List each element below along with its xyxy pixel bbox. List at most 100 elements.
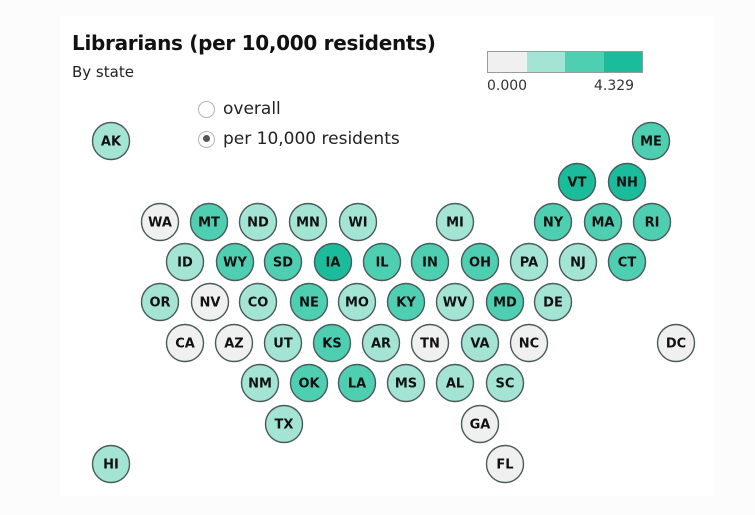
state-mi[interactable]: MI xyxy=(435,202,475,242)
state-vt[interactable]: VT xyxy=(557,162,597,202)
state-circle[interactable] xyxy=(509,242,549,282)
state-ia[interactable]: IA xyxy=(313,242,353,282)
state-circle[interactable] xyxy=(509,323,549,363)
state-circle[interactable] xyxy=(485,363,525,403)
state-md[interactable]: MD xyxy=(485,282,525,322)
state-circle[interactable] xyxy=(435,202,475,242)
state-wv[interactable]: WV xyxy=(435,282,475,322)
state-circle[interactable] xyxy=(215,242,255,282)
state-circle[interactable] xyxy=(485,444,525,484)
state-circle[interactable] xyxy=(288,202,328,242)
state-circle[interactable] xyxy=(313,242,353,282)
state-mn[interactable]: MN xyxy=(288,202,328,242)
radio-circle-icon[interactable] xyxy=(198,130,215,148)
state-va[interactable]: VA xyxy=(460,323,500,363)
state-circle[interactable] xyxy=(460,323,500,363)
state-circle[interactable] xyxy=(337,363,377,403)
state-circle[interactable] xyxy=(263,323,303,363)
state-dc[interactable]: DC xyxy=(656,323,696,363)
state-sd[interactable]: SD xyxy=(263,242,303,282)
state-wi[interactable]: WI xyxy=(338,202,378,242)
state-de[interactable]: DE xyxy=(533,282,573,322)
state-circle[interactable] xyxy=(632,202,672,242)
state-mo[interactable]: MO xyxy=(337,282,377,322)
state-circle[interactable] xyxy=(91,444,131,484)
state-mt[interactable]: MT xyxy=(189,202,229,242)
state-circle[interactable] xyxy=(362,242,402,282)
state-circle[interactable] xyxy=(386,282,426,322)
state-circle[interactable] xyxy=(264,404,304,444)
state-id[interactable]: ID xyxy=(165,242,205,282)
state-circle[interactable] xyxy=(263,242,303,282)
state-pa[interactable]: PA xyxy=(509,242,549,282)
radio-overall[interactable]: overall xyxy=(198,99,281,119)
state-circle[interactable] xyxy=(631,121,671,161)
state-nj[interactable]: NJ xyxy=(558,242,598,282)
state-hi[interactable]: HI xyxy=(91,444,131,484)
state-circle[interactable] xyxy=(386,363,426,403)
state-ma[interactable]: MA xyxy=(583,202,623,242)
state-circle[interactable] xyxy=(240,363,280,403)
state-tn[interactable]: TN xyxy=(410,323,450,363)
state-circle[interactable] xyxy=(238,282,278,322)
state-circle[interactable] xyxy=(607,162,647,202)
state-ga[interactable]: GA xyxy=(460,404,500,444)
state-ky[interactable]: KY xyxy=(386,282,426,322)
state-ks[interactable]: KS xyxy=(312,323,352,363)
state-wa[interactable]: WA xyxy=(140,202,180,242)
state-circle[interactable] xyxy=(165,323,205,363)
state-sc[interactable]: SC xyxy=(485,363,525,403)
state-circle[interactable] xyxy=(656,323,696,363)
state-circle[interactable] xyxy=(410,242,450,282)
state-circle[interactable] xyxy=(435,363,475,403)
state-circle[interactable] xyxy=(338,202,378,242)
state-me[interactable]: ME xyxy=(631,121,671,161)
state-ak[interactable]: AK xyxy=(91,121,131,161)
state-circle[interactable] xyxy=(312,323,352,363)
state-circle[interactable] xyxy=(583,202,623,242)
state-ct[interactable]: CT xyxy=(607,242,647,282)
state-ca[interactable]: CA xyxy=(165,323,205,363)
state-circle[interactable] xyxy=(435,282,475,322)
state-nm[interactable]: NM xyxy=(240,363,280,403)
state-al[interactable]: AL xyxy=(435,363,475,403)
state-co[interactable]: CO xyxy=(238,282,278,322)
state-circle[interactable] xyxy=(289,363,329,403)
radio-circle-icon[interactable] xyxy=(198,100,215,118)
state-circle[interactable] xyxy=(238,202,278,242)
radio-per-10000-residents[interactable]: per 10,000 residents xyxy=(198,129,400,149)
state-ok[interactable]: OK xyxy=(289,363,329,403)
state-in[interactable]: IN xyxy=(410,242,450,282)
state-or[interactable]: OR xyxy=(140,282,180,322)
state-oh[interactable]: OH xyxy=(460,242,500,282)
state-nc[interactable]: NC xyxy=(509,323,549,363)
state-ri[interactable]: RI xyxy=(632,202,672,242)
state-ms[interactable]: MS xyxy=(386,363,426,403)
state-ut[interactable]: UT xyxy=(263,323,303,363)
state-ar[interactable]: AR xyxy=(361,323,401,363)
state-fl[interactable]: FL xyxy=(485,444,525,484)
state-circle[interactable] xyxy=(140,202,180,242)
state-nh[interactable]: NH xyxy=(607,162,647,202)
state-circle[interactable] xyxy=(557,162,597,202)
state-circle[interactable] xyxy=(361,323,401,363)
state-circle[interactable] xyxy=(165,242,205,282)
state-circle[interactable] xyxy=(337,282,377,322)
state-il[interactable]: IL xyxy=(362,242,402,282)
state-circle[interactable] xyxy=(189,202,229,242)
state-circle[interactable] xyxy=(140,282,180,322)
state-circle[interactable] xyxy=(485,282,525,322)
state-circle[interactable] xyxy=(410,323,450,363)
state-circle[interactable] xyxy=(460,242,500,282)
state-ny[interactable]: NY xyxy=(533,202,573,242)
state-la[interactable]: LA xyxy=(337,363,377,403)
state-nv[interactable]: NV xyxy=(190,282,230,322)
state-nd[interactable]: ND xyxy=(238,202,278,242)
state-circle[interactable] xyxy=(460,404,500,444)
state-circle[interactable] xyxy=(607,242,647,282)
state-circle[interactable] xyxy=(289,282,329,322)
state-wy[interactable]: WY xyxy=(215,242,255,282)
state-circle[interactable] xyxy=(533,202,573,242)
state-tx[interactable]: TX xyxy=(264,404,304,444)
state-circle[interactable] xyxy=(190,282,230,322)
